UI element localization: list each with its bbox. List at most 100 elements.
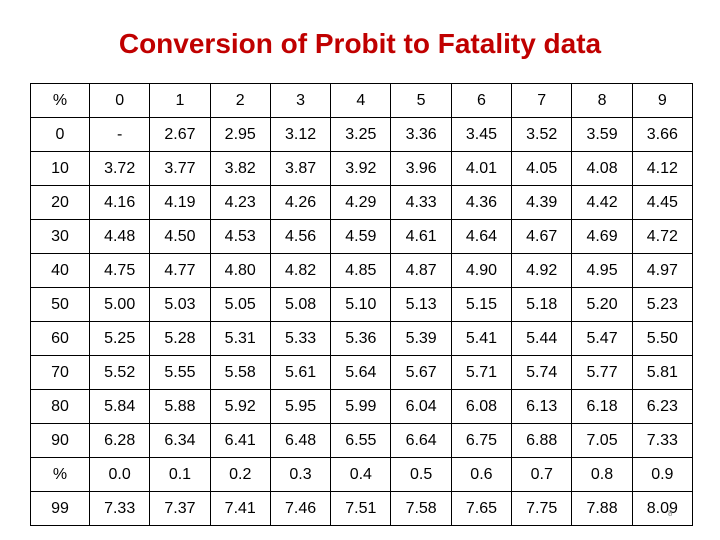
table-cell: 7.33 [88, 491, 151, 526]
table-cell: 4.50 [149, 219, 211, 254]
table-cell: 0 [88, 83, 151, 118]
table-cell: 4.69 [571, 219, 633, 254]
table-cell: 7.51 [330, 491, 392, 526]
table-cell: 5 [390, 83, 452, 118]
table-cell: 5.64 [330, 355, 392, 390]
table-cell: 3.87 [269, 151, 332, 186]
table-cell: - [88, 117, 151, 152]
table-row: 40 4.75 4.77 4.80 4.82 4.85 4.87 4.90 4.92 4.95 4.… [30, 253, 694, 288]
table-cell: 7.05 [571, 423, 633, 458]
table-cell: 3.12 [269, 117, 332, 152]
table-cell: 4.45 [631, 185, 694, 220]
row-label-cell: 0 [30, 117, 90, 152]
row-label-cell: % [30, 457, 90, 492]
table-cell: 6.34 [149, 423, 211, 458]
table-cell: 4.08 [571, 151, 633, 186]
table-cell: 5.05 [209, 287, 271, 322]
table-cell: 9 [631, 83, 694, 118]
table-row: 20 4.16 4.19 4.23 4.26 4.29 4.33 4.36 4.39 4.42 4.… [30, 185, 694, 220]
table-cell: 3.25 [330, 117, 392, 152]
table-cell: 4.56 [269, 219, 332, 254]
table-cell: 4.05 [511, 151, 573, 186]
table-cell: 4.64 [450, 219, 513, 254]
table-cell: 3.66 [631, 117, 694, 152]
table-cell: 3.72 [88, 151, 151, 186]
table-cell: 3.82 [209, 151, 271, 186]
table-cell: 5.52 [88, 355, 151, 390]
table-cell: 5.44 [511, 321, 573, 356]
table-cell: 4.61 [390, 219, 452, 254]
slide-title: Conversion of Probit to Fatality data [118, 28, 602, 59]
table-cell: 0.6 [450, 457, 513, 492]
table-row: 99 7.33 7.37 7.41 7.46 7.51 7.58 7.65 7.75 7.88 8.… [30, 491, 694, 526]
table-cell: 7.58 [390, 491, 452, 526]
table-cell: 0.5 [390, 457, 452, 492]
table-cell: 4 [330, 83, 392, 118]
table-cell: 5.71 [450, 355, 513, 390]
table-cell: 6.18 [571, 389, 633, 424]
table-cell: 5.92 [209, 389, 271, 424]
table-cell: 5.67 [390, 355, 452, 390]
table-cell: 5.61 [269, 355, 332, 390]
table-cell: 6.55 [330, 423, 392, 458]
table-cell: 0.1 [149, 457, 211, 492]
table-cell: 5.81 [631, 355, 694, 390]
row-label-cell: 70 [30, 355, 90, 390]
row-label-cell: 99 [30, 491, 90, 526]
table-cell: 4.42 [571, 185, 633, 220]
row-label-cell: 30 [30, 219, 90, 254]
table-cell: 5.84 [88, 389, 151, 424]
table-cell: 4.36 [450, 185, 513, 220]
table-cell: 6.75 [450, 423, 513, 458]
table-cell: 5.74 [511, 355, 573, 390]
table-cell: 4.33 [390, 185, 452, 220]
table-cell: 5.20 [571, 287, 633, 322]
table-cell: 2.95 [209, 117, 271, 152]
table-cell: 6.48 [269, 423, 332, 458]
table-cell: 4.01 [450, 151, 513, 186]
table-cell: 3.36 [390, 117, 452, 152]
table-cell: 5.10 [330, 287, 392, 322]
table-cell: 3 [269, 83, 332, 118]
table-cell: 5.13 [390, 287, 452, 322]
table-cell: 4.67 [511, 219, 573, 254]
table-cell: 3.96 [390, 151, 452, 186]
table-cell: 5.55 [149, 355, 211, 390]
page-number: 8 [668, 509, 673, 518]
table-cell: 4.72 [631, 219, 694, 254]
table-cell: 5.88 [149, 389, 211, 424]
table-row: 70 5.52 5.55 5.58 5.61 5.64 5.67 5.71 5.74 5.77 5.… [30, 355, 694, 390]
table-cell: 3.77 [149, 151, 211, 186]
table-row: 60 5.25 5.28 5.31 5.33 5.36 5.39 5.41 5.44 5.47 5.… [30, 321, 694, 356]
table-cell: 5.99 [330, 389, 392, 424]
table-cell: 0.8 [571, 457, 633, 492]
table-cell: 5.03 [149, 287, 211, 322]
table-cell: 5.36 [330, 321, 392, 356]
table-cell: 5.95 [269, 389, 332, 424]
table-cell: 4.23 [209, 185, 271, 220]
probit-fatality-table: % 0 1 2 3 4 5 6 7 8 9 0-2.67 2.95 3.12 3.25 3.36 3.45 3.5… [30, 83, 694, 526]
table-cell: 7 [511, 83, 573, 118]
row-label-cell: 60 [30, 321, 90, 356]
table-cell: 4.29 [330, 185, 392, 220]
table-row: 80 5.84 5.88 5.92 5.95 5.99 6.04 6.08 6.13 6.18 6.… [30, 389, 694, 424]
table-cell: 0.7 [511, 457, 573, 492]
row-label-cell: 20 [30, 185, 90, 220]
table-cell: 5.41 [450, 321, 513, 356]
table-cell: 3.52 [511, 117, 573, 152]
table-cell: 8.09 [631, 491, 694, 526]
table-cell: 4.39 [511, 185, 573, 220]
table-cell: 4.48 [88, 219, 151, 254]
table-cell: 6.23 [631, 389, 694, 424]
row-label-cell: 50 [30, 287, 90, 322]
table-cell: 5.77 [571, 355, 633, 390]
table-cell: 6.04 [390, 389, 452, 424]
table-cell: 7.41 [209, 491, 271, 526]
table-cell: 4.77 [149, 253, 211, 288]
table-cell: 4.95 [571, 253, 633, 288]
table-row: 0-2.67 2.95 3.12 3.25 3.36 3.45 3.52 3.59 3.66 [30, 117, 694, 152]
table-cell: 6.41 [209, 423, 271, 458]
table-cell: 4.90 [450, 253, 513, 288]
table-cell: 5.15 [450, 287, 513, 322]
table-header-row: % 0 1 2 3 4 5 6 7 8 9 [30, 83, 694, 118]
